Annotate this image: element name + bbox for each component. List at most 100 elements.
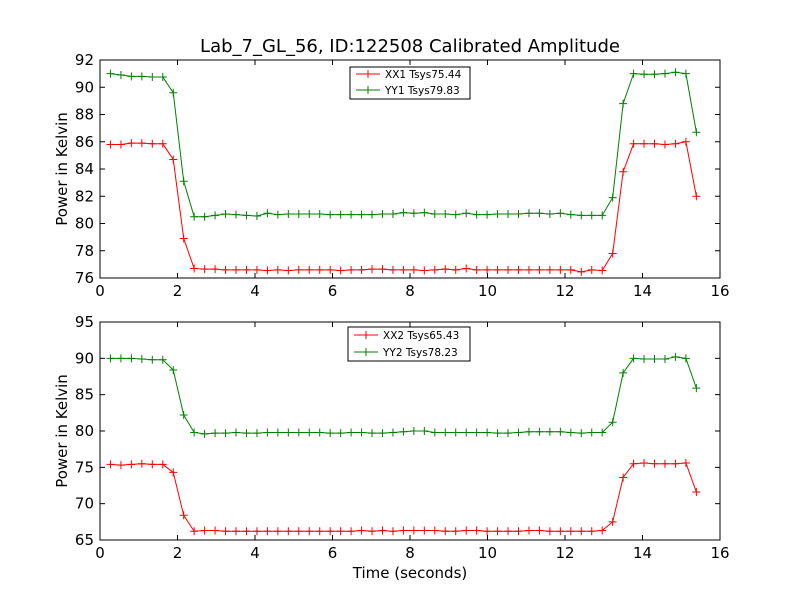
bottom-series-2-point (587, 428, 596, 437)
bottom-series-1-point (556, 527, 565, 536)
top-y-tick-label: 90 (75, 78, 94, 96)
bottom-series-2-point (409, 427, 418, 435)
bottom-series-1-point (587, 527, 596, 536)
bottom-series-2-point (347, 428, 356, 437)
top-legend-label-1: XX1 Tsys75.44 (385, 69, 462, 81)
bottom-series-2-point (284, 428, 293, 437)
bottom-series-2-point (378, 429, 387, 438)
top-y-tick-label: 86 (75, 133, 94, 151)
top-series-1-point (535, 265, 544, 274)
top-legend-marker-1 (364, 70, 372, 78)
top-series-1-point (619, 167, 628, 176)
bottom-series-2-point (577, 429, 586, 438)
top-series-1-point (336, 266, 345, 275)
top-series-2-point (179, 177, 188, 186)
bottom-series-2-point (232, 428, 241, 437)
top-series-2-point (462, 209, 471, 218)
bottom-x-tick-label: 4 (250, 544, 260, 562)
top-series-2-point (315, 209, 324, 218)
bottom-series-2-point (598, 428, 607, 437)
bottom-x-tick-label: 6 (328, 544, 338, 562)
bottom-series-2-point (660, 355, 669, 364)
top-series-1-point (566, 265, 575, 274)
top-series-2-point (483, 210, 492, 219)
bottom-series-1-point (368, 527, 377, 536)
top-series-1-point (190, 264, 199, 273)
bottom-legend-marker-2 (362, 348, 370, 356)
bottom-series-1-point (326, 527, 335, 536)
top-legend-box (349, 66, 471, 100)
bottom-series-2-point (650, 355, 659, 364)
top-series-2-point (336, 210, 345, 219)
top-series (106, 68, 701, 276)
bottom-series-2-point (200, 429, 209, 438)
bottom-series-2-point (451, 428, 460, 437)
bottom-series-2-point (441, 428, 450, 437)
bottom-series-1-point (137, 459, 146, 468)
bottom-series-2-point (462, 428, 471, 437)
top-series-1-point (242, 265, 251, 274)
top-series-1-point (483, 265, 492, 274)
top-series-2-point (660, 69, 669, 78)
top-series-1-point (127, 139, 136, 148)
bottom-x-tick-label: 0 (95, 544, 105, 562)
bottom-series-1-point (608, 517, 617, 526)
top-x-tick-label: 12 (555, 282, 574, 300)
bottom-series-1-point (273, 527, 282, 536)
bottom-series-2-point (524, 427, 533, 436)
bottom-series-2-point (305, 428, 314, 437)
bottom-series-2-point (692, 384, 701, 393)
top-y-axis-label: Power in Kelvin (53, 112, 71, 226)
top-y-tick-label: 78 (75, 242, 94, 260)
bottom-series-1-point (200, 526, 209, 535)
top-series-1-point (598, 266, 607, 275)
top-series-2-point (692, 128, 701, 137)
top-series-2-point (284, 209, 293, 218)
bottom-series-2-point (263, 428, 272, 437)
bottom-y-axis-label: Power in Kelvin (53, 374, 71, 488)
top-series-1-point (524, 265, 533, 274)
top-series-1-point (347, 265, 356, 274)
bottom-series-2-point (106, 354, 115, 363)
bottom-series-1-point (545, 527, 554, 536)
bottom-series-2-point (472, 428, 481, 437)
top-series-2-point (399, 208, 408, 217)
bottom-series-2-point (608, 418, 617, 427)
bottom-series-1-point (629, 459, 638, 468)
top-series-2-point (347, 210, 356, 219)
bottom-series-1-point (514, 527, 523, 536)
top-series-1-point (441, 265, 450, 274)
top-series-1-point (629, 139, 638, 148)
bottom-series-2-point (681, 354, 690, 363)
bottom-series-1-point (148, 460, 157, 469)
top-series-2-point (598, 211, 607, 220)
bottom-series-1-point (660, 459, 669, 468)
bottom-series-2-point (420, 427, 429, 435)
bottom-series-2-point (169, 365, 178, 374)
bottom-series-1-point (462, 526, 471, 535)
top-series-1-point (587, 265, 596, 274)
top-series-1-point (106, 140, 115, 149)
bottom-y-tick-label: 95 (75, 313, 94, 331)
top-y-tick-label: 82 (75, 187, 94, 205)
bottom-series-2-point (211, 429, 220, 438)
top-series-2-point (493, 209, 502, 218)
top-x-tick-label: 4 (250, 282, 260, 300)
bottom-series-1-point (472, 526, 481, 535)
bottom-series-2-point (252, 429, 261, 438)
top-series-1-point (305, 265, 314, 274)
top-series-1-point (148, 139, 157, 148)
bottom-series-1-point (598, 526, 607, 535)
top-series-2-point (221, 209, 230, 218)
bottom-x-tick-label: 16 (710, 544, 729, 562)
top-series-1-point (211, 265, 220, 274)
bottom-series-1-point (357, 526, 366, 535)
top-series-2-point (200, 212, 209, 221)
bottom-x-tick-label: 12 (555, 544, 574, 562)
top-y-tick-label: 88 (75, 106, 94, 124)
bottom-series-2-point (388, 428, 397, 437)
bottom-series-2-point (148, 355, 157, 364)
top-series-2-point (566, 210, 575, 219)
bottom-series-1-point (252, 527, 261, 536)
